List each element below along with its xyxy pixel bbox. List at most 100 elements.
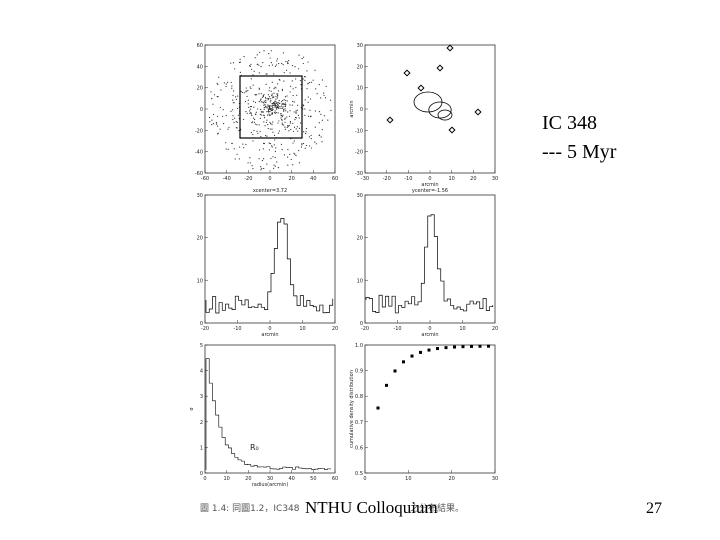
scatter-dot [209,121,211,123]
scatter-dot [316,93,318,95]
scatter-dot [259,51,261,54]
scatter-dot [283,110,285,112]
scatter-dot [267,123,269,126]
scatter-dot [290,85,292,87]
scatter-dot [250,63,252,65]
scatter-dot [283,103,286,105]
scatter-dot [289,91,291,93]
scatter-dot [282,99,284,102]
y-tick-label: 0 [360,321,363,327]
scatter-dot [271,109,273,111]
scatter-dot [280,105,283,107]
x-tick-label: -10 [404,176,412,182]
scatter-dot [258,64,260,66]
scatter-dot [295,154,297,157]
scatter-dot [253,70,255,72]
scatter-dot [234,158,236,160]
scatter-dot [314,69,316,71]
scatter-dot [302,56,305,58]
scatter-dot [287,164,289,166]
scatter-dot [235,120,237,123]
scatter-dot [281,62,283,65]
x-tick-label: 0 [363,476,366,482]
x-axis-label: arcmin [421,332,438,338]
scatter-dot [294,153,296,155]
scatter-dot [263,94,265,96]
scatter-dot [243,147,245,149]
scatter-dot [285,61,287,63]
y-tick-label: 0.7 [355,420,363,426]
scatter-dot [262,62,264,64]
scatter-dot [274,101,276,103]
scatter-dot [215,123,218,125]
scatter-dot [263,142,266,145]
scatter-dot [267,104,269,106]
y-tick-label: 4 [200,369,203,375]
scatter-dot [260,169,262,171]
scatter-dot [265,98,267,100]
y-axis-label: arcmin [349,100,355,117]
scatter-dot [239,58,241,60]
scatter-dot [267,110,270,112]
scatter-dot [295,110,297,112]
scatter-dot [266,106,268,108]
x-tick-label: 0 [428,176,431,182]
scatter-dot [249,112,251,115]
scatter-dot [268,53,270,55]
scatter-dot [294,116,297,119]
scatter-dot [250,111,252,114]
scatter-dot [266,135,268,137]
scatter-dot [306,88,308,90]
x-tick-label: 40 [288,476,294,482]
scatter-dot [280,107,282,109]
scatter-dot [275,87,277,89]
point [376,406,380,410]
scatter-dot [290,158,292,161]
scatter-dot [269,128,271,130]
scatter-dot [276,60,278,62]
scatter-dot [292,88,294,90]
scatter-dot [271,93,273,95]
scatter-dot [301,144,303,146]
y-tick-label: 0 [200,321,203,327]
y-tick-label: 0.6 [355,445,363,451]
panel-note: R₀ [250,443,259,452]
scatter-dot [329,99,332,101]
scatter-dot [291,80,293,82]
y-tick-label: 2 [200,420,203,426]
scatter-dot [227,81,229,83]
scatter-dot [261,167,263,170]
x-tick-label: 0 [268,326,271,332]
scatter-dot [281,122,283,124]
scatter-dot [255,94,258,96]
scatter-dot [277,122,279,124]
scatter-dot [330,109,332,112]
scatter-dot [309,98,312,100]
scatter-dot [233,117,236,119]
scatter-dot [258,87,260,89]
scatter-dot [270,113,273,115]
scatter-dot [292,142,294,144]
scatter-dot [289,110,291,112]
scatter-dot [252,167,254,170]
scatter-dot [212,103,214,105]
scatter-dot [245,143,247,146]
scatter-dot [305,131,307,133]
scatter-dot [234,68,236,70]
scatter-dot [297,68,300,70]
scatter-dot [287,148,289,151]
scatter-dot [252,140,254,142]
scatter-dot [271,103,273,105]
scatter-dot [249,108,252,110]
scatter-dot [262,114,264,116]
scatter-dot [246,112,248,114]
scatter-dot [282,103,285,105]
scatter-dot [263,102,265,104]
scatter-dot [268,96,271,98]
scatter-dot [304,99,306,101]
scatter-dot [309,145,311,147]
scatter-dot [245,111,247,113]
scatter-dot [243,92,245,94]
scatter-dot [284,104,286,106]
scatter-dot [287,111,289,113]
